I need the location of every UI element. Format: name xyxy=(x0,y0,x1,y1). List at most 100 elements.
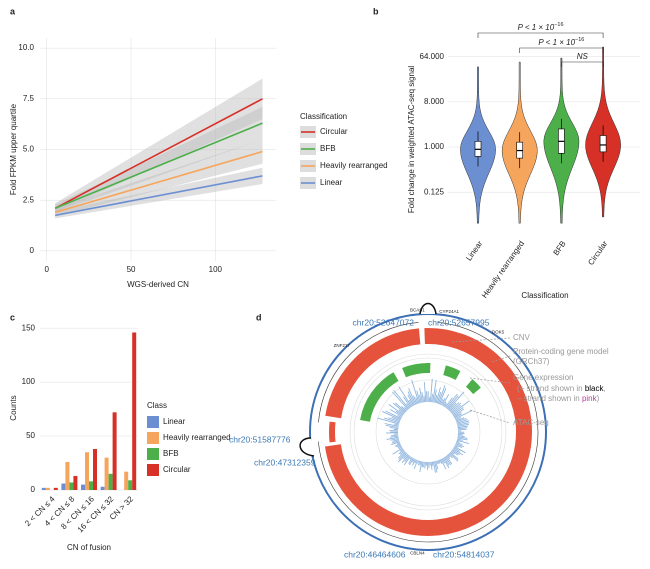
cnv-segment xyxy=(329,421,336,443)
y-axis-label: Counts xyxy=(9,395,18,420)
y-tick-label: 10.0 xyxy=(18,43,34,52)
legend-note: – strand shown in pink) xyxy=(517,394,600,403)
bar xyxy=(69,482,74,490)
x-axis-label: CN of fusion xyxy=(67,543,111,552)
atac-signal xyxy=(435,460,439,470)
atac-signal xyxy=(454,445,459,448)
atac-signal xyxy=(407,391,416,406)
atac-signal xyxy=(452,449,460,455)
atac-signal xyxy=(394,443,401,447)
atac-signal xyxy=(398,446,403,450)
bracket xyxy=(561,61,604,67)
atac-signal xyxy=(447,454,451,458)
atac-signal xyxy=(407,394,415,406)
atac-signal xyxy=(399,448,404,452)
atac-signal xyxy=(404,455,410,462)
atac-signal xyxy=(454,409,473,420)
atac-signal xyxy=(434,461,438,473)
atac-signal xyxy=(457,436,468,439)
line xyxy=(55,175,263,217)
atac-signal xyxy=(392,440,400,444)
annotation: P < 1 × 10−16 xyxy=(538,37,584,47)
atac-signal xyxy=(409,457,414,466)
line xyxy=(54,98,263,209)
legend-title: Class xyxy=(147,401,167,410)
atac-signal xyxy=(457,437,468,441)
confidence-band xyxy=(55,106,263,213)
bar xyxy=(53,487,58,490)
bar xyxy=(45,487,50,490)
pointer xyxy=(451,337,511,343)
bracket xyxy=(519,47,604,53)
atac-signal xyxy=(421,461,424,468)
legend-note-part: ) xyxy=(597,394,600,403)
x-axis-label: WGS-derived CN xyxy=(127,280,189,289)
atac-signal xyxy=(384,417,400,424)
atac-signal xyxy=(395,402,406,413)
atac-signal xyxy=(388,417,400,423)
y-tick-label: 0.125 xyxy=(424,187,445,196)
panel-label: c xyxy=(10,312,15,322)
legend-title: Classification xyxy=(300,112,347,121)
cnv-segment xyxy=(325,328,532,536)
atac-signal xyxy=(445,455,453,465)
coordinate-label: chr20:54814037 xyxy=(433,549,495,559)
x-tick-label: Heavily rearranged xyxy=(480,239,526,300)
bar xyxy=(85,452,89,490)
atac-signal xyxy=(406,403,411,409)
atac-signal xyxy=(431,461,434,467)
y-tick-label: 7.5 xyxy=(23,94,35,103)
y-tick-label: 64.000 xyxy=(420,52,445,61)
line xyxy=(54,122,263,210)
line xyxy=(54,150,263,214)
y-tick-label: 100 xyxy=(22,377,36,386)
track-ring xyxy=(349,353,507,511)
y-tick-label: 0 xyxy=(31,485,36,494)
atac-signal xyxy=(446,455,451,460)
x-tick-label: 0 xyxy=(45,265,50,274)
y-tick-label: 2.5 xyxy=(23,195,35,204)
atac-signal xyxy=(382,411,401,421)
atac-signal xyxy=(395,410,404,417)
atac-signal xyxy=(449,402,460,412)
atac-signal xyxy=(413,459,418,469)
atac-signal xyxy=(423,461,425,468)
atac-signal xyxy=(423,395,426,403)
atac-signal xyxy=(419,387,423,403)
coordinate-label: chr20:47312359 xyxy=(254,457,316,467)
atac-signal xyxy=(401,454,409,464)
atac-signal xyxy=(432,461,436,473)
panel-label: a xyxy=(10,6,16,16)
atac-signal xyxy=(455,443,465,448)
x-tick-label: Circular xyxy=(586,239,609,267)
expression-track xyxy=(402,363,431,378)
y-tick-label: 1.000 xyxy=(424,142,445,151)
atac-signal xyxy=(437,460,440,465)
atac-signal xyxy=(450,450,455,455)
atac-signal xyxy=(450,404,462,414)
atac-signal xyxy=(438,459,441,464)
atac-signal xyxy=(435,387,441,404)
legend-gene-model: Protein-coding gene model xyxy=(513,347,609,356)
annotation-exponent: −16 xyxy=(575,37,584,43)
atac-signal xyxy=(390,409,403,418)
atac-signal xyxy=(389,427,399,429)
atac-signal xyxy=(418,460,421,466)
atac-signal xyxy=(431,393,433,403)
atac-signal xyxy=(403,396,412,408)
bar xyxy=(112,412,117,490)
atac-signal xyxy=(392,447,403,455)
legend-label: BFB xyxy=(320,144,336,153)
bar xyxy=(89,481,93,490)
y-tick-label: 150 xyxy=(22,323,36,332)
atac-signal xyxy=(404,407,408,411)
atac-signal xyxy=(451,450,459,456)
atac-signal xyxy=(403,456,411,466)
atac-signal xyxy=(457,438,463,441)
breakpoint-loop xyxy=(419,302,437,315)
bar xyxy=(73,475,78,490)
atac-signal xyxy=(408,399,414,407)
legend-note-part: black xyxy=(585,384,605,393)
legend-gene-model: (GRCh37) xyxy=(513,357,550,366)
